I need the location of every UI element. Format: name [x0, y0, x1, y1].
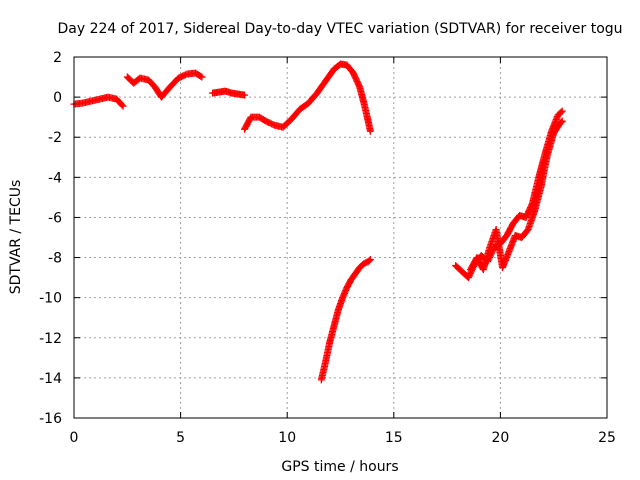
- data-point-marker: [558, 107, 566, 115]
- data-point-marker: [365, 257, 373, 265]
- y-tick-label: 2: [53, 50, 62, 66]
- data-point-marker: [366, 127, 374, 135]
- y-tick-label: -14: [39, 371, 62, 387]
- x-tick-label: 5: [176, 430, 185, 446]
- y-tick-label: -12: [39, 331, 62, 347]
- data-point-marker: [198, 73, 206, 81]
- y-tick-label: -16: [39, 411, 62, 427]
- series-segment-5: [317, 256, 374, 384]
- series-segment-7: [467, 117, 566, 274]
- y-tick-label: -8: [48, 251, 62, 267]
- y-tick-label: -4: [48, 170, 62, 186]
- y-axis-ticks: -16 -14 -12 -10 -8 -6 -4 -2 0 2: [39, 50, 607, 427]
- data-point-marker: [119, 102, 127, 110]
- series-segment-4: [241, 60, 374, 135]
- data-point-marker: [557, 118, 565, 126]
- x-tick-label: 15: [385, 430, 403, 446]
- y-tick-label: -2: [48, 130, 62, 146]
- series-segment-3: [209, 87, 249, 99]
- plot-frame: [73, 56, 608, 419]
- y-tick-label: -10: [39, 291, 62, 307]
- data-point-marker: [118, 101, 126, 109]
- x-axis-ticks: 0 5 10 15 20 25: [70, 57, 616, 446]
- y-axis-label: SDTVAR / TECUs: [8, 180, 24, 295]
- chart-title: Day 224 of 2017, Sidereal Day-to-day VTE…: [57, 21, 622, 37]
- x-tick-label: 20: [491, 430, 509, 446]
- data-points: [70, 60, 566, 384]
- data-point-marker: [557, 108, 565, 116]
- data-point-marker: [366, 256, 374, 264]
- data-point-marker: [197, 72, 205, 80]
- data-point-marker: [241, 91, 249, 99]
- y-tick-label: -6: [48, 210, 62, 226]
- series-segment-2: [123, 69, 206, 101]
- x-axis-label: GPS time / hours: [281, 459, 398, 475]
- series-segment-1: [70, 93, 127, 110]
- x-tick-label: 25: [598, 430, 616, 446]
- data-point-marker: [558, 117, 566, 125]
- y-tick-label: 0: [53, 90, 62, 106]
- x-tick-label: 10: [278, 430, 296, 446]
- x-tick-label: 0: [70, 430, 79, 446]
